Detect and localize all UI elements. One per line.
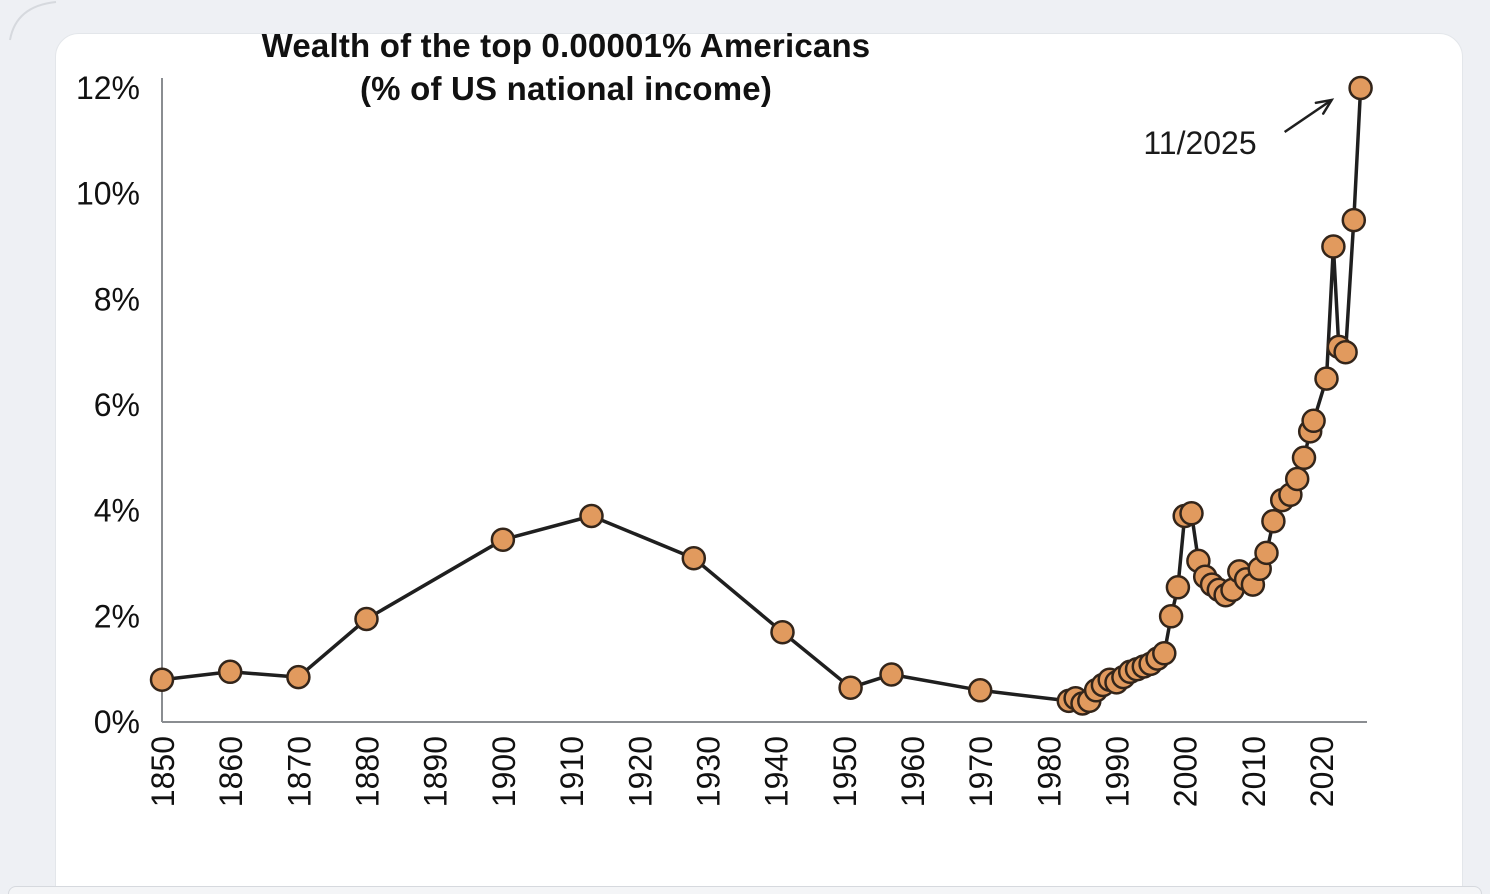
data-point-marker	[149, 667, 175, 692]
data-point-marker	[1179, 501, 1204, 526]
data-point-marker	[1254, 540, 1279, 566]
y-tick-label: 4%	[94, 493, 140, 529]
data-point-marker	[1301, 408, 1326, 434]
y-tick-label: 6%	[94, 387, 140, 423]
data-point-marker	[490, 527, 516, 552]
chart-title-line-2: (% of US national income)	[359, 70, 773, 107]
x-tick-label: 1850	[145, 736, 181, 807]
data-point-marker	[1152, 641, 1177, 666]
data-point-marker	[1158, 604, 1184, 629]
data-point-marker	[1333, 339, 1358, 365]
data-point-marker	[1165, 575, 1191, 600]
x-tick-label: 1870	[281, 736, 317, 807]
data-point-marker	[879, 662, 904, 687]
data-point-marker	[286, 664, 311, 690]
data-point-marker	[838, 675, 863, 700]
data-point-marker	[354, 606, 379, 632]
data-point-marker	[579, 503, 604, 529]
y-tick-label: 2%	[94, 598, 140, 634]
data-point-marker	[1341, 207, 1367, 233]
x-tick-label: 1930	[690, 736, 726, 807]
x-tick-label: 2000	[1168, 736, 1204, 807]
annotation-label: 11/2025	[1143, 125, 1257, 161]
data-point-marker	[1284, 466, 1310, 492]
chart-title: Wealth of the top 0.00001% Americans (% …	[160, 24, 972, 110]
x-tick-label: 2020	[1304, 736, 1340, 807]
x-tick-label: 1960	[895, 736, 931, 807]
data-point-marker	[1314, 366, 1339, 391]
x-tick-label: 1880	[350, 736, 386, 807]
x-tick-label: 1970	[963, 736, 999, 807]
data-point-marker	[1261, 508, 1286, 534]
y-tick-label: 8%	[94, 281, 140, 317]
data-point-marker	[1291, 445, 1317, 471]
annotation-arrow-icon	[1283, 98, 1333, 134]
data-point-marker	[217, 659, 243, 685]
annotation-arrow-head-icon	[1314, 98, 1335, 115]
y-tick-label: 12%	[76, 70, 140, 106]
bottom-card-edge	[8, 886, 1482, 894]
x-tick-label: 1940	[759, 736, 795, 807]
data-point-marker	[1348, 75, 1373, 101]
data-point-marker	[681, 545, 707, 571]
chart-title-line-1: Wealth of the top 0.00001% Americans	[261, 27, 871, 64]
x-tick-label: 1900	[486, 736, 522, 807]
x-tick-label: 1890	[418, 736, 454, 807]
x-tick-label: 1910	[554, 736, 590, 807]
y-tick-label: 10%	[76, 176, 140, 212]
data-point-marker	[770, 619, 795, 645]
chart-card	[55, 33, 1463, 894]
data-point-marker	[1321, 234, 1346, 259]
outer-card-corner	[9, 1, 57, 41]
x-tick-label: 1990	[1100, 736, 1136, 807]
data-point-marker	[967, 678, 993, 703]
x-tick-label: 1920	[622, 736, 658, 807]
x-tick-label: 1980	[1031, 736, 1067, 807]
x-tick-label: 2010	[1236, 736, 1272, 807]
x-tick-label: 1860	[213, 736, 249, 807]
y-tick-label: 0%	[94, 704, 140, 740]
x-tick-label: 1950	[827, 736, 863, 807]
